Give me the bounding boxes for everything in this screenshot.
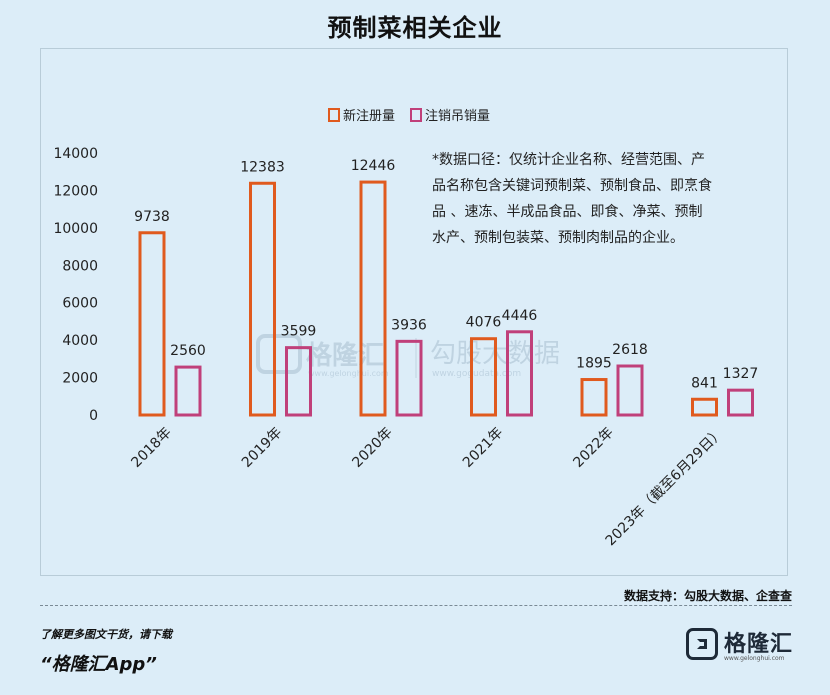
footer-app-name: “格隆汇App”	[40, 654, 157, 675]
watermark-logo-icon	[256, 334, 302, 374]
x-tick-label: 2019年	[239, 425, 285, 471]
bar-value-label: 4446	[502, 308, 538, 324]
watermark-data-url: www.gogudata.com	[432, 369, 521, 379]
y-tick-label: 0	[89, 408, 98, 424]
bar-cancel	[616, 364, 644, 417]
y-tick-label: 12000	[53, 183, 98, 199]
x-tick-label: 2018年	[128, 425, 174, 471]
watermark-brand-url: www.gelonghui.com	[308, 369, 389, 378]
brand-name: 格隆汇	[724, 632, 794, 657]
bar-value-label: 2560	[170, 343, 206, 359]
bar-new	[580, 378, 608, 417]
bar-cancel	[506, 330, 533, 417]
y-tick-label: 14000	[53, 146, 98, 162]
brand-logo: 格隆汇 www.gelonghui.com	[686, 628, 796, 666]
bar-value-label: 1895	[576, 356, 612, 372]
brand-url: www.gelonghui.com	[724, 655, 785, 662]
bar-value-label: 4076	[466, 315, 502, 331]
bar-cancel	[285, 346, 312, 417]
data-source: 数据支持：勾股大数据、企查查	[623, 589, 792, 603]
data-note: *数据口径：仅统计企业名称、经营范围、产 品名称包含关键词预制菜、预制食品、即烹…	[432, 151, 712, 246]
y-axis: 0 2000 4000 6000 8000 10000 12000 14000	[53, 146, 98, 424]
data-note-line-4: 水产、预制包装菜、预制肉制品的企业。	[432, 229, 684, 246]
x-tick-label: 2021年	[460, 425, 506, 471]
footer-divider	[40, 605, 792, 606]
bars: 9738 2560 12383 3599 12446 3936 4076 4446 189526…	[134, 158, 759, 417]
y-tick-label: 6000	[62, 296, 98, 312]
x-tick-label: 2020年	[349, 425, 395, 471]
bar-value-label: 841	[691, 375, 718, 391]
page-title: 预制菜相关企业	[327, 14, 503, 42]
bar-value-label: 3599	[281, 324, 317, 340]
data-note-line-2: 品名称包含关键词预制菜、预制食品、即烹食	[432, 177, 712, 194]
legend-label-cancel: 注销吊销量	[425, 109, 490, 124]
bar-value-label: 9738	[134, 209, 170, 225]
y-tick-label: 4000	[62, 333, 98, 349]
bar-new	[470, 337, 497, 417]
legend: 新注册量 注销吊销量	[328, 108, 490, 124]
y-tick-label: 2000	[62, 371, 98, 387]
brand-logo-icon	[686, 628, 718, 660]
bar-value-label: 3936	[391, 317, 427, 333]
y-tick-label: 10000	[53, 221, 98, 237]
data-note-line-3: 品 、速冻、半成品食品、即食、净菜、预制	[432, 203, 702, 220]
bar-value-label: 12383	[240, 159, 285, 175]
data-note-line-1: *数据口径：仅统计企业名称、经营范围、产	[432, 151, 705, 168]
bar-new	[249, 181, 276, 417]
x-tick-label: 2023年（截至6月29日）	[603, 425, 728, 550]
bar-new	[691, 397, 718, 417]
watermark-brand: 格隆汇	[306, 340, 384, 371]
y-tick-label: 8000	[62, 258, 98, 274]
bar-cancel	[395, 339, 423, 417]
bar-value-label: 12446	[351, 158, 396, 174]
bar-cancel	[174, 365, 202, 417]
bar-new	[138, 231, 166, 417]
bar-new	[359, 180, 387, 417]
legend-label-new: 新注册量	[343, 108, 395, 124]
bar-value-label: 2618	[612, 342, 648, 358]
legend-swatch-new	[328, 108, 340, 122]
bar-value-label: 1327	[723, 366, 759, 382]
bar-cancel	[727, 388, 754, 417]
x-tick-label: 2022年	[570, 425, 616, 471]
footer-download-prompt: 了解更多图文干货，请下载	[40, 628, 172, 641]
legend-swatch-cancel	[410, 108, 422, 122]
